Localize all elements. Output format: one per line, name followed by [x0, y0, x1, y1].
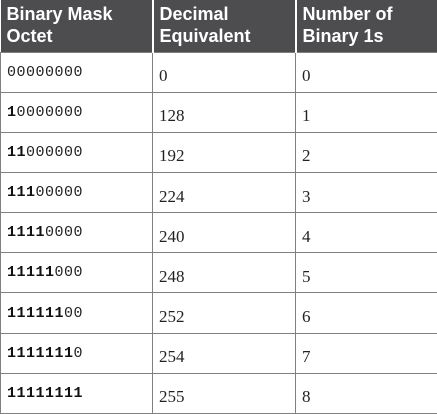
mask-ones: 11111111: [7, 384, 84, 402]
ones-count-cell: 8: [295, 372, 437, 414]
decimal-cell: 254: [152, 332, 296, 374]
table-row: 11110000 240 4: [0, 212, 437, 254]
mask-zeros: 0: [73, 344, 84, 362]
ones-count-cell: 7: [295, 332, 437, 374]
ones-count-cell: 2: [295, 131, 437, 173]
mask-zeros: 00000: [35, 184, 84, 202]
table-row: 11111000 248 5: [0, 252, 437, 294]
binary-mask-cell: 10000000: [0, 91, 153, 133]
decimal-cell: 240: [152, 212, 296, 254]
binary-mask-cell: 00000000: [0, 51, 153, 93]
mask-ones: 111111: [7, 304, 65, 322]
mask-ones: 1111111: [7, 344, 74, 362]
binary-mask-cell: 11111100: [0, 292, 153, 334]
decimal-cell: 0: [152, 51, 296, 93]
mask-zeros: 00000000: [7, 63, 84, 81]
table-row: 11000000 192 2: [0, 131, 437, 173]
ones-count-cell: 1: [295, 91, 437, 133]
mask-zeros: 000000: [26, 143, 84, 161]
ones-count-cell: 6: [295, 292, 437, 334]
ones-count-cell: 5: [295, 252, 437, 294]
decimal-cell: 255: [152, 372, 296, 414]
table-row: 10000000 128 1: [0, 91, 437, 133]
binary-mask-cell: 11111111: [0, 372, 153, 414]
mask-ones: 11: [7, 143, 27, 161]
mask-zeros: 000: [54, 264, 84, 282]
header-decimal-equivalent: Decimal Equivalent: [151, 0, 296, 52]
table-row: 11111100 252 6: [0, 292, 437, 334]
table-row: 11111111 255 8: [0, 372, 437, 414]
decimal-cell: 248: [152, 252, 296, 294]
ones-count-cell: 4: [295, 212, 437, 254]
binary-mask-cell: 11111110: [0, 332, 153, 374]
binary-mask-cell: 11110000: [0, 212, 153, 254]
ones-count-cell: 0: [295, 51, 437, 93]
decimal-cell: 128: [152, 91, 296, 133]
table-row: 11111110 254 7: [0, 332, 437, 374]
decimal-cell: 224: [152, 171, 296, 214]
binary-mask-cell: 11000000: [0, 131, 153, 173]
mask-ones: 111: [7, 184, 36, 202]
mask-ones: 11111: [7, 264, 55, 282]
table-row: 11100000 224 3: [0, 171, 437, 214]
table-row: 00000000 0 0: [0, 51, 437, 93]
binary-mask-cell: 11111000: [0, 252, 153, 294]
mask-zeros: 0000: [45, 224, 84, 242]
mask-ones: 1: [7, 103, 17, 121]
decimal-cell: 252: [152, 292, 296, 334]
decimal-cell: 192: [152, 131, 296, 173]
header-row: Binary Mask Octet Decimal Equivalent Num…: [0, 0, 437, 52]
header-number-of-binary-1s: Number of Binary 1s: [294, 0, 437, 52]
binary-mask-cell: 11100000: [0, 171, 153, 214]
header-binary-mask-octet: Binary Mask Octet: [0, 0, 153, 52]
mask-zeros: 0000000: [16, 103, 84, 121]
mask-zeros: 00: [64, 304, 84, 322]
ones-count-cell: 3: [295, 171, 437, 214]
mask-ones: 1111: [7, 224, 46, 242]
